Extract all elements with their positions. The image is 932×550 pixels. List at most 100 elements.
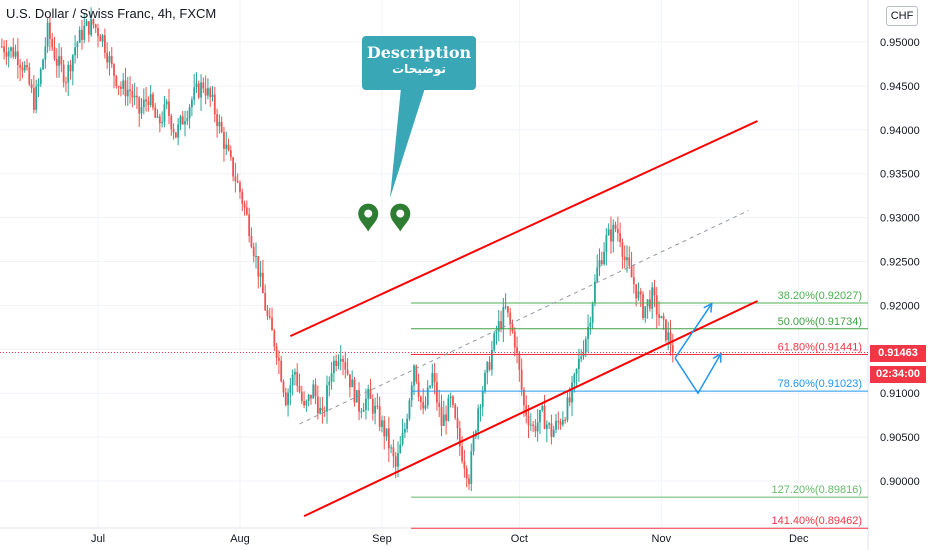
candle-body: [42, 59, 44, 70]
candle-body: [662, 316, 665, 320]
candle-body: [653, 287, 656, 296]
candle-body: [612, 224, 615, 242]
candle-body: [179, 116, 182, 125]
fib-level-label: 127.20%(0.89816): [771, 484, 862, 496]
candle-body: [614, 224, 617, 229]
candle-body: [587, 327, 589, 340]
candle-body: [507, 306, 509, 313]
candle-body: [294, 371, 296, 375]
candle-body: [513, 331, 516, 348]
candle-body: [190, 99, 193, 108]
time-tick-label: Jul: [91, 533, 105, 545]
candle-body: [35, 86, 38, 110]
candle-body: [504, 306, 507, 308]
candle-body: [0, 46, 3, 48]
candle-body: [651, 287, 654, 309]
map-pin-1-icon[interactable]: [358, 203, 379, 232]
candle-body: [58, 56, 60, 66]
candle-body: [204, 88, 207, 96]
candle-body: [415, 365, 418, 382]
candle-body: [133, 95, 136, 98]
candle-body: [186, 118, 189, 122]
candle-body: [300, 391, 303, 401]
candle-body: [305, 400, 308, 406]
candle-body: [26, 65, 28, 68]
candle-body: [362, 409, 365, 412]
currency-button[interactable]: CHF: [886, 6, 918, 26]
candle-body: [541, 405, 544, 411]
candle-body: [552, 429, 555, 437]
candle-body: [71, 55, 74, 72]
candle-body: [106, 52, 109, 63]
candle-body: [472, 436, 475, 452]
candle-body: [3, 46, 6, 53]
candle-body: [90, 19, 93, 35]
candle-body: [131, 91, 134, 98]
candle-body: [252, 246, 255, 257]
candle-body: [353, 379, 356, 403]
candle-body: [154, 107, 157, 118]
candle-body: [195, 83, 198, 88]
candle-body: [124, 80, 127, 97]
candle-body: [60, 56, 63, 65]
candle-body: [559, 421, 562, 425]
callout-pointer: [390, 88, 425, 198]
candle-body: [332, 360, 335, 374]
candle-body: [413, 365, 415, 386]
candle-body: [534, 425, 537, 432]
candle-body: [142, 99, 145, 108]
candle-body: [463, 461, 466, 469]
candle-body: [170, 116, 173, 130]
candle-body: [360, 411, 363, 413]
candle-body: [117, 86, 120, 88]
candle-body: [248, 214, 251, 237]
candle-body: [314, 384, 317, 397]
candle-body: [484, 372, 486, 392]
price-tick-label: 0.92000: [880, 300, 920, 312]
candle-body: [571, 382, 573, 403]
candle-body: [619, 233, 622, 243]
candle-body: [440, 406, 443, 426]
candle-body: [326, 385, 328, 412]
candle-body: [257, 256, 260, 277]
candle-body: [223, 132, 225, 149]
candle-body: [62, 64, 65, 83]
candle-body: [65, 82, 67, 84]
candle-body: [520, 369, 523, 390]
callout-subtitle: توضيحات: [392, 62, 446, 76]
candle-body: [351, 379, 354, 388]
candle-body: [239, 182, 241, 192]
candle-body: [529, 424, 532, 426]
candle-body: [536, 422, 539, 432]
candle-body: [172, 129, 175, 133]
candle-body: [220, 121, 223, 133]
candle-body: [566, 397, 569, 420]
candle-body: [69, 64, 72, 72]
candle-body: [490, 349, 493, 370]
projection-arrow: [674, 303, 713, 359]
candle-body: [456, 418, 459, 429]
candle-body: [607, 229, 610, 235]
candle-body: [323, 410, 326, 412]
candle-body: [236, 181, 239, 183]
candle-body: [564, 419, 567, 421]
candle-body: [378, 406, 381, 427]
candle-body: [422, 401, 425, 409]
projection-arrow: [674, 353, 722, 395]
candle-body: [358, 390, 360, 412]
candle-body: [623, 256, 626, 261]
fib-level-label: 38.20%(0.92027): [778, 290, 862, 302]
candle-body: [477, 408, 480, 432]
candle-body: [213, 94, 216, 115]
fib-level-label: 141.40%(0.89462): [771, 515, 862, 527]
candle-body: [594, 281, 596, 304]
candle-body: [241, 191, 244, 204]
map-pin-2-icon[interactable]: [390, 203, 411, 232]
description-callout[interactable]: Description توضيحات: [362, 36, 476, 90]
candle-body: [136, 95, 138, 98]
candle-body: [603, 251, 605, 265]
candle-body: [174, 132, 177, 138]
candle-body: [328, 381, 331, 386]
candle-body: [598, 260, 601, 268]
